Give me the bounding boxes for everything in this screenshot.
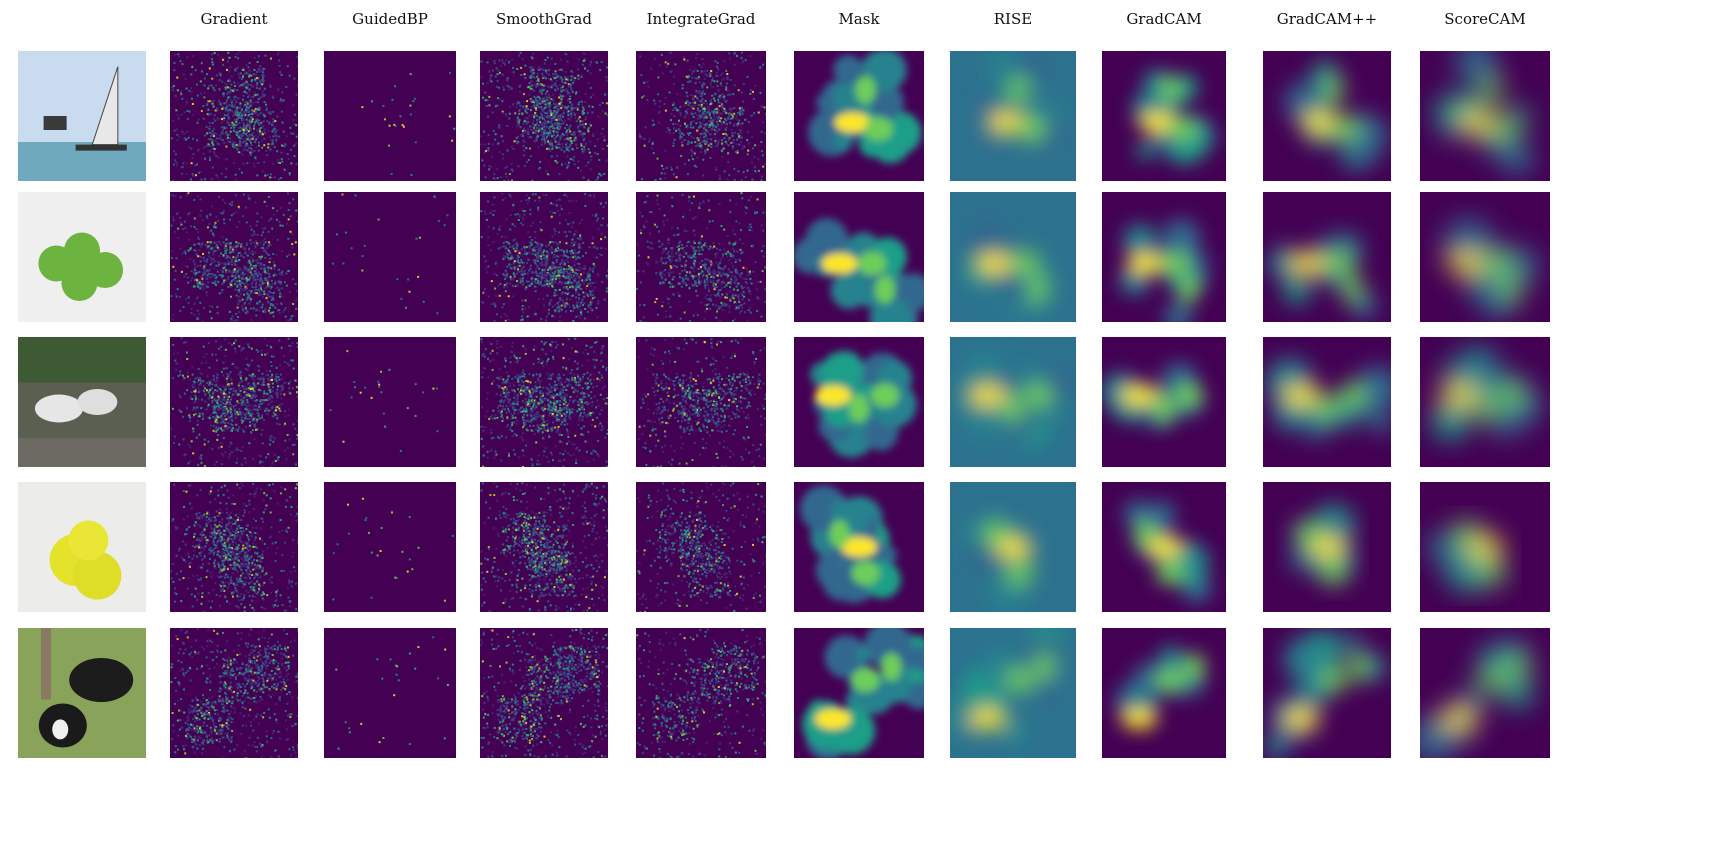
saliency-map-rise-row-3	[950, 337, 1076, 467]
column-header-gradcamplusplus: GradCAM++	[1276, 10, 1378, 28]
saliency-map-gradcam-row-4	[1102, 482, 1226, 612]
saliency-map-scorecam-row-3	[1420, 337, 1550, 467]
saliency-map-mask-row-1	[794, 51, 924, 181]
saliency-map-gradcamplusplus-row-1	[1263, 51, 1391, 181]
column-header-gradient: Gradient	[200, 10, 268, 28]
input-photo-white-wolves-on-rocks	[18, 337, 146, 467]
saliency-map-gradcam-row-3	[1102, 337, 1226, 467]
saliency-map-integrategrad-row-4	[636, 482, 766, 612]
saliency-map-rise-row-2	[950, 192, 1076, 322]
saliency-map-mask-row-5	[794, 628, 924, 758]
saliency-map-rise-row-1	[950, 51, 1076, 181]
input-photo-dogs-on-grass	[18, 628, 146, 758]
column-header-gradcam: GradCAM	[1126, 10, 1202, 28]
column-header-smoothgrad: SmoothGrad	[496, 10, 592, 28]
saliency-map-scorecam-row-5	[1420, 628, 1550, 758]
saliency-map-smoothgrad-row-1	[480, 51, 608, 181]
saliency-map-rise-row-4	[950, 482, 1076, 612]
saliency-map-smoothgrad-row-5	[480, 628, 608, 758]
column-header-integrategrad: IntegrateGrad	[646, 10, 756, 28]
saliency-map-gradient-row-3	[170, 337, 298, 467]
saliency-map-mask-row-4	[794, 482, 924, 612]
column-header-rise: RISE	[993, 10, 1033, 28]
saliency-map-scorecam-row-1	[1420, 51, 1550, 181]
saliency-map-guidedbp-row-5	[324, 628, 456, 758]
saliency-map-gradcam-row-2	[1102, 192, 1226, 322]
saliency-map-rise-row-5	[950, 628, 1076, 758]
saliency-map-gradient-row-1	[170, 51, 298, 181]
saliency-map-gradient-row-5	[170, 628, 298, 758]
saliency-map-gradcamplusplus-row-2	[1263, 192, 1391, 322]
saliency-map-gradcam-row-1	[1102, 51, 1226, 181]
column-header-mask: Mask	[838, 10, 880, 28]
saliency-map-smoothgrad-row-2	[480, 192, 608, 322]
saliency-map-gradcamplusplus-row-5	[1263, 628, 1391, 758]
saliency-map-integrategrad-row-5	[636, 628, 766, 758]
saliency-map-mask-row-2	[794, 192, 924, 322]
saliency-map-guidedbp-row-1	[324, 51, 456, 181]
saliency-map-mask-row-3	[794, 337, 924, 467]
saliency-map-integrategrad-row-1	[636, 51, 766, 181]
saliency-map-scorecam-row-4	[1420, 482, 1550, 612]
saliency-map-integrategrad-row-2	[636, 192, 766, 322]
column-header-scorecam: ScoreCAM	[1444, 10, 1526, 28]
saliency-map-gradient-row-4	[170, 482, 298, 612]
saliency-map-gradcamplusplus-row-4	[1263, 482, 1391, 612]
column-header-guidedbp: GuidedBP	[352, 10, 428, 28]
saliency-map-scorecam-row-2	[1420, 192, 1550, 322]
input-photo-green-apples	[18, 192, 146, 322]
saliency-map-gradcam-row-5	[1102, 628, 1226, 758]
saliency-map-integrategrad-row-3	[636, 337, 766, 467]
input-photo-penn-tennis-balls	[18, 482, 146, 612]
saliency-map-smoothgrad-row-4	[480, 482, 608, 612]
saliency-map-guidedbp-row-4	[324, 482, 456, 612]
input-photo-sailboats-on-sea	[18, 51, 146, 181]
saliency-map-guidedbp-row-2	[324, 192, 456, 322]
saliency-map-gradient-row-2	[170, 192, 298, 322]
saliency-map-guidedbp-row-3	[324, 337, 456, 467]
saliency-map-gradcamplusplus-row-3	[1263, 337, 1391, 467]
saliency-map-smoothgrad-row-3	[480, 337, 608, 467]
